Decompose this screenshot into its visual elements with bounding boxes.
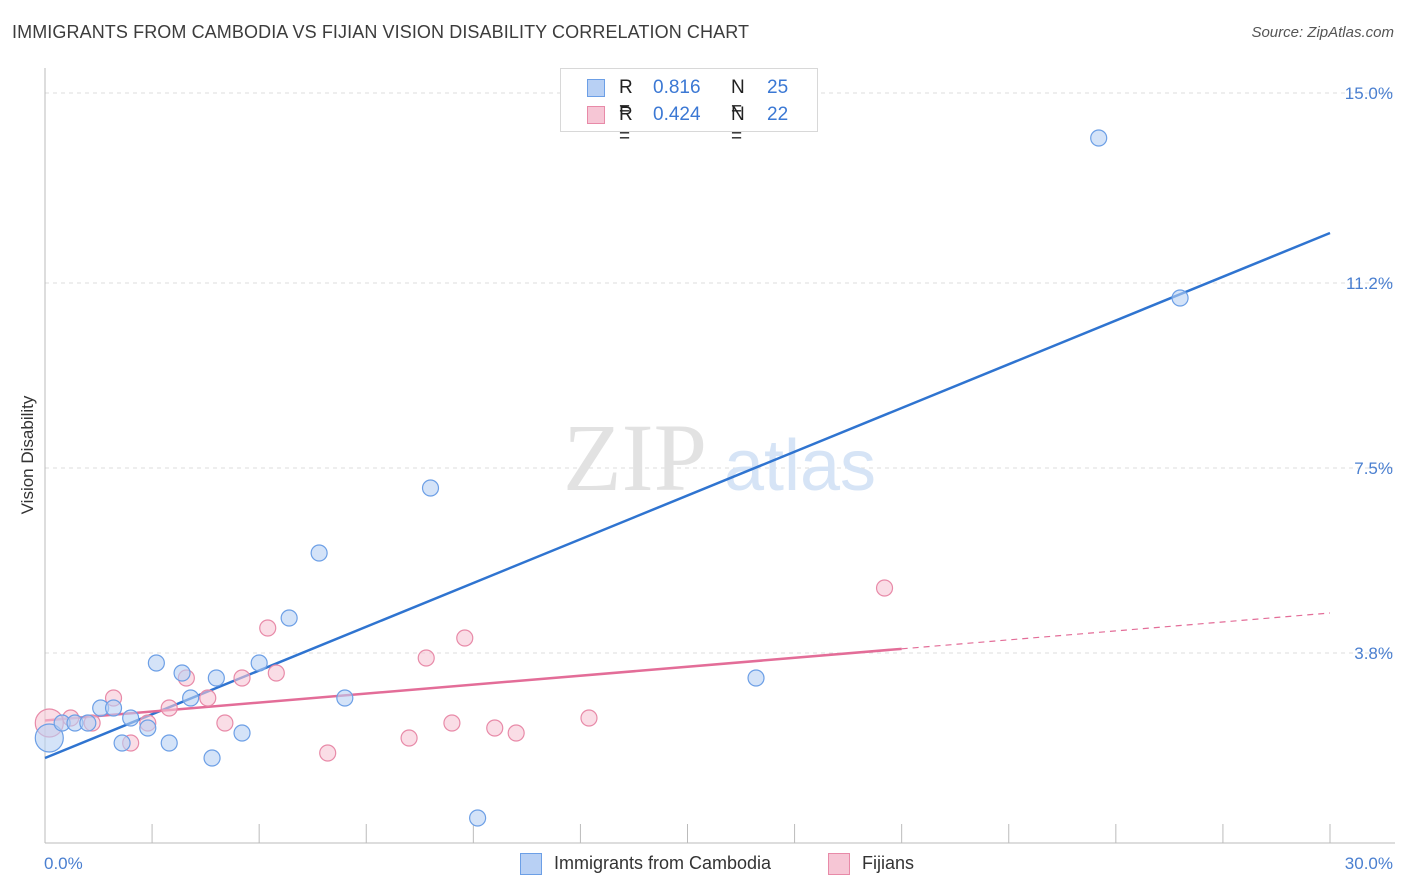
- data-point-cambodia: [160, 734, 178, 752]
- data-point-cambodia: [1090, 129, 1108, 147]
- legend-r-value: 0.424: [653, 104, 701, 125]
- data-point-cambodia: [1171, 289, 1189, 307]
- data-point-fijians: [199, 689, 217, 707]
- data-point-cambodia: [139, 719, 157, 737]
- data-point-fijians: [417, 649, 435, 667]
- data-point-cambodia: [469, 809, 487, 827]
- data-point-fijians: [580, 709, 598, 727]
- legend-r-value: 0.816: [653, 77, 701, 98]
- data-point-fijians: [233, 669, 251, 687]
- data-point-cambodia: [203, 749, 221, 767]
- watermark-atlas: atlas: [724, 426, 876, 506]
- legend-n-label: N =: [731, 104, 745, 147]
- data-point-cambodia: [207, 669, 225, 687]
- data-point-cambodia: [113, 734, 131, 752]
- data-point-fijians: [486, 719, 504, 737]
- data-point-fijians: [259, 619, 277, 637]
- x-tick-label-min: 0.0%: [44, 854, 83, 873]
- tick-labels: 3.8% 7.5% 11.2% 15.0% 0.0% 30.0%: [44, 84, 1393, 873]
- data-point-fijians: [267, 664, 285, 682]
- data-point-fijians: [216, 714, 234, 732]
- legend-n-value: 22: [767, 104, 789, 125]
- data-point-cambodia: [233, 724, 251, 742]
- grid-lines: [45, 92, 1395, 654]
- watermark: ZIP atlas: [563, 404, 876, 511]
- legend-n-label: N =: [731, 77, 745, 120]
- data-point-fijians: [456, 629, 474, 647]
- data-point-fijians: [443, 714, 461, 732]
- legend-swatch-cambodia: [587, 79, 605, 97]
- data-point-cambodia: [104, 699, 123, 717]
- legend-swatch-fijians: [587, 106, 605, 124]
- y-tick-label: 3.8%: [1354, 644, 1393, 663]
- chart-title: IMMIGRANTS FROM CAMBODIA VS FIJIAN VISIO…: [12, 22, 750, 42]
- data-point-fijians: [875, 579, 894, 597]
- bottom-legend-swatch-fijians: [828, 853, 850, 875]
- y-tick-label: 7.5%: [1354, 459, 1393, 478]
- data-point-cambodia: [182, 689, 200, 707]
- legend-r-label: R =: [619, 77, 633, 120]
- data-point-cambodia: [147, 654, 165, 672]
- data-point-cambodia: [336, 689, 354, 707]
- legend-n-value: 25: [767, 77, 789, 98]
- y-axis-label: Vision Disability: [18, 395, 37, 515]
- data-point-fijians: [160, 699, 178, 717]
- bottom-legend-swatch-cambodia: [520, 853, 542, 875]
- data-point-cambodia: [421, 479, 440, 497]
- data-point-cambodia: [280, 609, 298, 627]
- data-point-cambodia: [747, 669, 765, 687]
- data-point-cambodia: [173, 664, 191, 682]
- data-points: [34, 129, 1189, 827]
- y-tick-label: 11.2%: [1346, 274, 1393, 293]
- source-label: Source: ZipAtlas.com: [1251, 24, 1394, 41]
- data-point-cambodia: [310, 544, 328, 562]
- bottom-legend-label-fijians: Fijians: [862, 853, 915, 873]
- y-tick-label: 15.0%: [1345, 84, 1393, 103]
- data-point-fijians: [400, 729, 418, 747]
- stats-legend: R = 0.816 N = 25 R = 0.424 N = 22: [560, 68, 818, 147]
- bottom-legend-label-cambodia: Immigrants from Cambodia: [554, 853, 772, 873]
- data-point-cambodia: [122, 709, 140, 727]
- watermark-zip: ZIP: [563, 404, 707, 511]
- data-point-fijians: [319, 744, 337, 762]
- legend-r-label: R =: [619, 104, 633, 147]
- trend-line-solid: [44, 647, 902, 722]
- data-point-cambodia: [34, 723, 64, 753]
- data-point-fijians: [507, 724, 525, 742]
- data-point-cambodia: [250, 654, 268, 672]
- data-point-cambodia: [79, 714, 97, 732]
- x-tick-label-max: 30.0%: [1345, 854, 1393, 873]
- trend-line-dashed: [901, 612, 1331, 650]
